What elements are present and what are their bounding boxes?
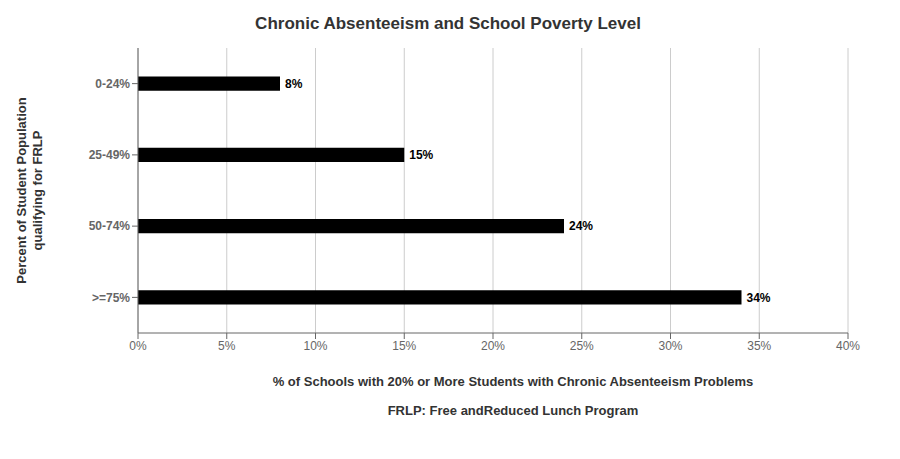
svg-text:0-24%: 0-24% — [95, 77, 130, 91]
svg-text:10%: 10% — [303, 339, 327, 353]
svg-text:30%: 30% — [658, 339, 682, 353]
svg-text:>=75%: >=75% — [92, 291, 130, 305]
svg-text:35%: 35% — [747, 339, 771, 353]
html-text:FRLP: Free andReduced Lunch Pr: FRLP: Free andReduced Lunch Program — [387, 403, 639, 418]
html-text:Chronic Absenteeism and School: Chronic Absenteeism and School Poverty L… — [255, 14, 641, 33]
svg-text:0%: 0% — [129, 339, 147, 353]
svg-text:25%: 25% — [570, 339, 594, 353]
svg-text:20%: 20% — [481, 339, 505, 353]
svg-text:15%: 15% — [409, 148, 433, 162]
svg-text:25-49%: 25-49% — [89, 148, 131, 162]
svg-text:34%: 34% — [747, 291, 771, 305]
html-text:% of Schools with 20% or More: % of Schools with 20% or More Students w… — [272, 374, 754, 389]
svg-text:Percent of Student Populationq: Percent of Student Populationqualifying … — [14, 97, 45, 283]
svg-text:40%: 40% — [836, 339, 860, 353]
svg-text:50-74%: 50-74% — [89, 219, 131, 233]
svg-text:15%: 15% — [392, 339, 416, 353]
svg-text:8%: 8% — [285, 77, 303, 91]
svg-text:24%: 24% — [569, 219, 593, 233]
svg-text:5%: 5% — [218, 339, 236, 353]
